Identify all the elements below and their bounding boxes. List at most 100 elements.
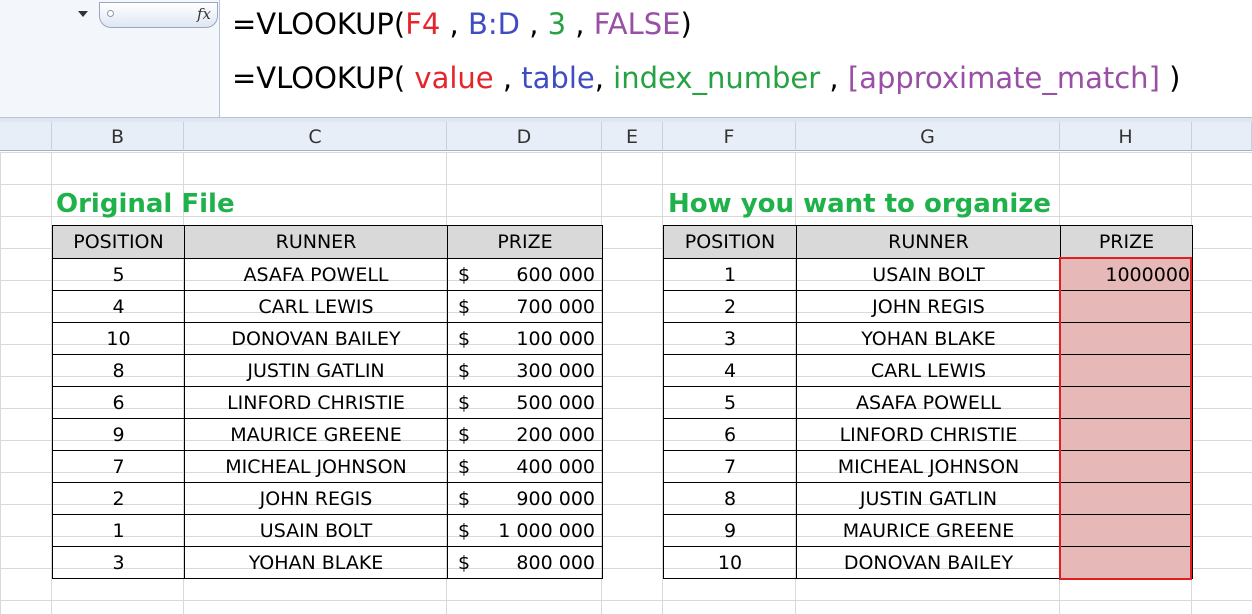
syntax-arg-index: index_number — [613, 61, 821, 95]
position-cell[interactable]: 4 — [52, 290, 185, 323]
position-cell[interactable]: 3 — [52, 546, 185, 579]
position-cell[interactable]: 7 — [663, 450, 797, 483]
runner-cell[interactable]: USAIN BOLT — [796, 258, 1061, 291]
position-cell[interactable]: 4 — [663, 354, 797, 387]
position-cell[interactable]: 10 — [663, 546, 797, 579]
runner-cell[interactable]: DONOVAN BAILEY — [184, 322, 448, 355]
formula-sep: , — [566, 7, 594, 41]
prize-cell[interactable]: $400 000 — [447, 450, 603, 483]
position-cell[interactable]: 9 — [52, 418, 185, 451]
table-row: 3 YOHAN BLAKE — [663, 322, 1193, 355]
prize-cell[interactable] — [1060, 386, 1193, 419]
position-cell[interactable]: 1 — [52, 514, 185, 547]
runner-cell[interactable]: ASAFA POWELL — [184, 258, 448, 291]
runner-cell[interactable]: DONOVAN BAILEY — [796, 546, 1061, 579]
runner-cell[interactable]: MICHEAL JOHNSON — [184, 450, 448, 483]
prize-value: 1 000 000 — [498, 519, 595, 542]
prize-cell[interactable]: $800 000 — [447, 546, 603, 579]
runner-cell[interactable]: JOHN REGIS — [184, 482, 448, 515]
header-prize[interactable]: PRIZE — [1060, 225, 1193, 259]
table-row: 7 MICHEAL JOHNSON $400 000 — [52, 450, 603, 483]
column-header-b[interactable]: B — [52, 122, 184, 151]
runner-cell[interactable]: MAURICE GREENE — [184, 418, 448, 451]
prize-cell[interactable] — [1060, 290, 1193, 323]
position-cell[interactable]: 3 — [663, 322, 797, 355]
runner-cell[interactable]: CARL LEWIS — [796, 354, 1061, 387]
prize-cell[interactable]: $200 000 — [447, 418, 603, 451]
runner-cell[interactable]: JUSTIN GATLIN — [796, 482, 1061, 515]
prize-cell[interactable] — [1060, 546, 1193, 579]
position-cell[interactable]: 5 — [663, 386, 797, 419]
column-header-d[interactable]: D — [447, 122, 602, 151]
runner-cell[interactable]: LINFORD CHRISTIE — [184, 386, 448, 419]
header-runner[interactable]: RUNNER — [184, 225, 448, 259]
prize-cell[interactable]: $300 000 — [447, 354, 603, 387]
syntax-arg-value: value — [414, 61, 494, 95]
position-cell[interactable]: 6 — [663, 418, 797, 451]
table-row: 5 ASAFA POWELL — [663, 386, 1193, 419]
position-cell[interactable]: 7 — [52, 450, 185, 483]
prize-cell[interactable] — [1060, 322, 1193, 355]
prize-cell[interactable] — [1060, 450, 1193, 483]
runner-cell[interactable]: JUSTIN GATLIN — [184, 354, 448, 387]
runner-cell[interactable]: YOHAN BLAKE — [796, 322, 1061, 355]
header-runner[interactable]: RUNNER — [796, 225, 1061, 259]
prize-cell[interactable]: $600 000 — [447, 258, 603, 291]
runner-cell[interactable]: CARL LEWIS — [184, 290, 448, 323]
header-position[interactable]: POSITION — [663, 225, 797, 259]
runner-cell[interactable]: MICHEAL JOHNSON — [796, 450, 1061, 483]
runner-cell[interactable]: ASAFA POWELL — [796, 386, 1061, 419]
syntax-sep: , — [594, 61, 614, 95]
formula-input[interactable]: =VLOOKUP(F4 , B:D , 3 , FALSE) — [232, 7, 692, 41]
runner-cell[interactable]: YOHAN BLAKE — [184, 546, 448, 579]
prize-cell[interactable]: 1000000 — [1060, 258, 1193, 291]
position-cell[interactable]: 10 — [52, 322, 185, 355]
runner-cell[interactable]: LINFORD CHRISTIE — [796, 418, 1061, 451]
prize-cell[interactable]: $500 000 — [447, 386, 603, 419]
formula-bar-expander[interactable]: fx — [99, 2, 218, 28]
prize-cell[interactable]: $700 000 — [447, 290, 603, 323]
name-box-panel: fx — [0, 0, 220, 117]
column-header-i[interactable] — [1192, 122, 1252, 151]
name-box-dropdown-icon[interactable] — [78, 11, 88, 17]
column-header-blank[interactable] — [0, 122, 52, 151]
currency-symbol: $ — [458, 391, 471, 414]
table-row: 10 DONOVAN BAILEY $100 000 — [52, 322, 603, 355]
prize-cell[interactable]: $1 000 000 — [447, 514, 603, 547]
position-cell[interactable]: 9 — [663, 514, 797, 547]
table-row: 8 JUSTIN GATLIN — [663, 482, 1193, 515]
position-cell[interactable]: 5 — [52, 258, 185, 291]
formula-sep: , — [440, 7, 468, 41]
table-row: 9 MAURICE GREENE — [663, 514, 1193, 547]
prize-cell[interactable] — [1060, 418, 1193, 451]
prize-cell[interactable] — [1060, 354, 1193, 387]
prize-cell[interactable] — [1060, 514, 1193, 547]
column-header-e[interactable]: E — [602, 122, 663, 151]
position-cell[interactable]: 2 — [52, 482, 185, 515]
column-header-f[interactable]: F — [663, 122, 796, 151]
prize-cell[interactable] — [1060, 482, 1193, 515]
prize-value: 500 000 — [516, 391, 595, 414]
table-row: 8 JUSTIN GATLIN $300 000 — [52, 354, 603, 387]
column-header-g[interactable]: G — [796, 122, 1060, 151]
currency-symbol: $ — [458, 295, 471, 318]
runner-cell[interactable]: JOHN REGIS — [796, 290, 1061, 323]
runner-cell[interactable]: USAIN BOLT — [184, 514, 448, 547]
prize-value: 100 000 — [516, 327, 595, 350]
column-header-c[interactable]: C — [184, 122, 447, 151]
header-prize[interactable]: PRIZE — [447, 225, 603, 259]
insert-function-icon[interactable]: fx — [196, 5, 211, 23]
currency-symbol: $ — [458, 487, 471, 510]
prize-cell[interactable]: $900 000 — [447, 482, 603, 515]
position-cell[interactable]: 1 — [663, 258, 797, 291]
formula-arg-lookup: F4 — [405, 7, 441, 41]
header-position[interactable]: POSITION — [52, 225, 185, 259]
currency-symbol: $ — [458, 455, 471, 478]
position-cell[interactable]: 8 — [52, 354, 185, 387]
column-header-h[interactable]: H — [1060, 122, 1192, 151]
position-cell[interactable]: 8 — [663, 482, 797, 515]
position-cell[interactable]: 2 — [663, 290, 797, 323]
prize-cell[interactable]: $100 000 — [447, 322, 603, 355]
position-cell[interactable]: 6 — [52, 386, 185, 419]
runner-cell[interactable]: MAURICE GREENE — [796, 514, 1061, 547]
